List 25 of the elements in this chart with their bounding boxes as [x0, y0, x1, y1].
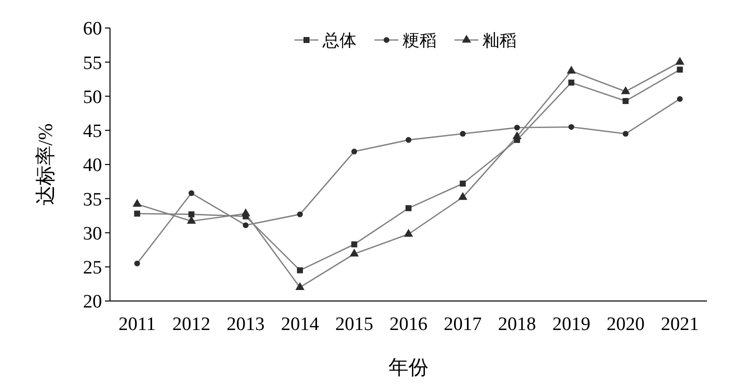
- y-tick-label: 50: [83, 86, 102, 108]
- y-tick-label: 55: [83, 52, 102, 74]
- x-tick-label: 2011: [118, 314, 156, 335]
- y-tick-label: 20: [83, 292, 102, 313]
- x-tick-label: 2012: [172, 314, 210, 335]
- x-tick-label: 2013: [226, 314, 265, 335]
- x-tick-label: 2018: [498, 314, 536, 335]
- y-axis-title: 达标率/%: [35, 123, 57, 206]
- y-tick-label: 40: [83, 155, 102, 176]
- y-tick-label: 35: [83, 189, 102, 210]
- x-tick-label: 2021: [660, 314, 699, 335]
- x-tick-label: 2019: [552, 314, 590, 335]
- x-tick-label: 2016: [390, 314, 428, 335]
- legend-label: 籼稻: [482, 30, 516, 50]
- legend-label: 总体: [322, 30, 356, 50]
- y-tick-label: 60: [83, 18, 102, 40]
- x-tick-label: 2017: [444, 314, 482, 335]
- y-tick-label: 25: [83, 258, 102, 279]
- y-tick-label: 45: [83, 121, 102, 142]
- y-tick-label: 30: [83, 223, 102, 244]
- x-tick-label: 2015: [335, 314, 374, 335]
- x-tick-label: 2014: [280, 314, 320, 335]
- legend-label: 粳稻: [402, 30, 436, 50]
- x-tick-label: 2020: [606, 314, 645, 335]
- x-axis-title: 年份: [388, 357, 428, 379]
